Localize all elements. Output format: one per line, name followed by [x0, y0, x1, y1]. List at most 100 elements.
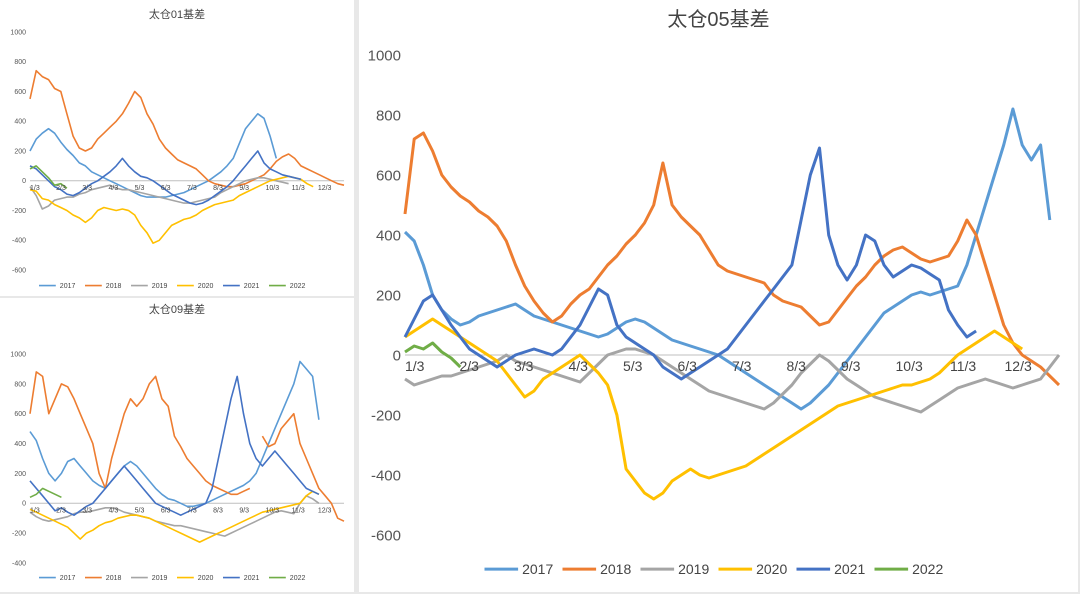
legend-item-2018: 2018 — [85, 283, 121, 290]
legend-item-2019: 2019 — [131, 575, 167, 582]
legend-item-2017: 2017 — [484, 561, 553, 577]
x-tick-label: 4/3 — [109, 185, 119, 192]
legend-item-2019: 2019 — [131, 283, 167, 290]
y-tick-label: 600 — [14, 89, 26, 96]
series-line-2020 — [29, 490, 320, 543]
x-tick-label: 7/3 — [187, 185, 197, 192]
y-tick-label: -600 — [371, 527, 401, 544]
legend-label: 2021 — [244, 575, 260, 582]
y-tick-label: 400 — [14, 441, 26, 448]
chart-title: 太仓05基差 — [667, 8, 769, 31]
series-line-2017 — [29, 113, 278, 198]
series-line-2018 — [29, 69, 345, 188]
chart-basis-05: 太仓05基差 1000 800 600 400 200 0 -200 -400 -600 1/3 2/… — [368, 8, 1061, 577]
series-line-2022 — [404, 341, 462, 369]
series-line-2018 — [403, 131, 1061, 387]
x-tick-label: 11/3 — [292, 507, 305, 514]
x-tick-label: 6/3 — [678, 358, 698, 374]
x-tick-label: 5/3 — [135, 507, 145, 514]
x-tick-label: 10/3 — [266, 507, 280, 514]
x-tick-label: 10/3 — [896, 358, 923, 374]
y-tick-label: 400 — [14, 119, 26, 126]
legend-label: 2018 — [106, 575, 122, 582]
chart-panel-05: 太仓05基差 1000 800 600 400 200 0 -200 -400 -600 1/3 2/… — [359, 0, 1078, 592]
x-tick-label: 9/3 — [841, 358, 861, 374]
x-tick-label: 3/3 — [82, 507, 92, 514]
x-tick-label: 10/3 — [266, 185, 280, 192]
legend-label: 2022 — [290, 283, 306, 290]
x-tick-label: 9/3 — [239, 185, 249, 192]
legend-item-2022: 2022 — [874, 561, 943, 577]
series-line-2019 — [404, 347, 1061, 414]
legend-label: 2022 — [912, 561, 943, 577]
x-tick-label: 2/3 — [56, 507, 66, 514]
legend-item-2017: 2017 — [39, 575, 75, 582]
y-tick-label: 200 — [14, 471, 26, 478]
x-tick-label: 2/3 — [56, 185, 66, 192]
x-tick-label: 8/3 — [213, 507, 223, 514]
series-line-2022 — [29, 165, 68, 189]
y-tick-label: 1000 — [10, 351, 26, 358]
y-tick-label: 400 — [376, 227, 401, 244]
y-tick-label: 200 — [376, 287, 401, 304]
legend-item-2018: 2018 — [85, 575, 121, 582]
y-tick-label: -200 — [12, 531, 26, 538]
y-tick-label: 0 — [22, 178, 26, 185]
series-line-2021 — [29, 375, 320, 516]
x-tick-label: 7/3 — [187, 507, 197, 514]
legend-item-2017: 2017 — [39, 283, 75, 290]
series-line-2017 — [29, 360, 320, 508]
chart-title: 太仓09基差 — [149, 302, 205, 316]
x-tick-label: 12/3 — [1005, 358, 1032, 374]
x-tick-label: 3/3 — [82, 185, 92, 192]
y-tick-label: 200 — [14, 148, 26, 155]
y-tick-label: 0 — [393, 347, 401, 364]
series-line-2021 — [29, 150, 302, 206]
x-tick-label: 11/3 — [292, 185, 305, 192]
x-tick-label: 11/3 — [950, 358, 976, 374]
legend-item-2021: 2021 — [796, 561, 865, 577]
x-tick-label: 5/3 — [623, 358, 643, 374]
y-tick-label: 0 — [22, 501, 26, 508]
legend-label: 2017 — [60, 575, 76, 582]
legend-item-2020: 2020 — [718, 561, 787, 577]
y-tick-label: 600 — [14, 411, 26, 418]
legend-label: 2019 — [152, 575, 168, 582]
series-line-2021 — [403, 146, 977, 381]
legend-label: 2017 — [60, 283, 76, 290]
legend-item-2022: 2022 — [269, 575, 305, 582]
series-line-2018 — [29, 371, 345, 522]
x-tick-label: 1/3 — [405, 358, 425, 374]
chart-basis-09: 太仓09基差 1000 800 600 400 200 0 -200 -400 1/3 2/3 3/3… — [10, 302, 345, 582]
y-tick-label: 800 — [14, 381, 26, 388]
x-tick-label: 7/3 — [732, 358, 752, 374]
y-tick-label: -400 — [371, 467, 401, 484]
chart-title: 太仓01基差 — [149, 7, 205, 21]
legend-item-2020: 2020 — [177, 575, 213, 582]
legend-label: 2020 — [198, 283, 214, 290]
legend-label: 2018 — [600, 561, 631, 577]
y-tick-label: 1000 — [10, 29, 26, 36]
x-tick-label: 4/3 — [109, 507, 119, 514]
legend-item-2019: 2019 — [640, 561, 709, 577]
series-line-2020 — [29, 175, 314, 244]
y-tick-label: 1000 — [368, 47, 401, 64]
y-tick-label: -400 — [12, 560, 26, 567]
y-tick-label: -200 — [12, 208, 26, 215]
series-line-2022 — [29, 487, 62, 499]
legend-item-2022: 2022 — [269, 283, 305, 290]
x-tick-label: 9/3 — [239, 507, 249, 514]
x-tick-label: 4/3 — [569, 358, 589, 374]
chart-panel-09: 太仓09基差 1000 800 600 400 200 0 -200 -400 1/3 2/3 3/3… — [0, 298, 354, 592]
y-tick-label: 800 — [376, 107, 401, 124]
series-line-2020 — [404, 317, 1024, 501]
legend-item-2021: 2021 — [223, 575, 259, 582]
legend-label: 2020 — [198, 575, 214, 582]
legend-item-2020: 2020 — [177, 283, 213, 290]
x-tick-label: 5/3 — [135, 185, 145, 192]
legend-label: 2020 — [756, 561, 787, 577]
legend-label: 2019 — [678, 561, 709, 577]
y-tick-label: 600 — [376, 167, 401, 184]
x-tick-label: 1/3 — [30, 185, 40, 192]
x-tick-label: 12/3 — [318, 507, 332, 514]
